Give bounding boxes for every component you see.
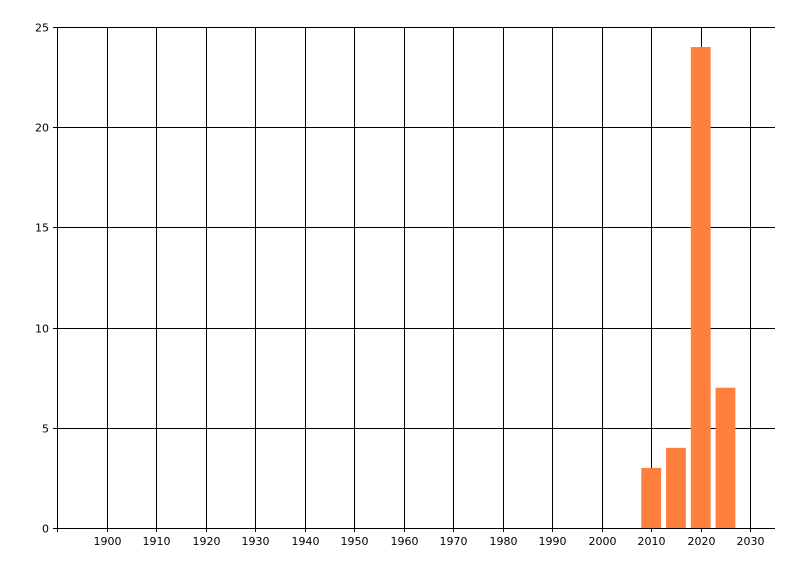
y-tick-label: 0 bbox=[42, 523, 49, 536]
x-tick-label: 1980 bbox=[490, 535, 518, 548]
x-tick-label: 2020 bbox=[688, 535, 716, 548]
x-tick-label: 2010 bbox=[638, 535, 666, 548]
x-tick-label: 1910 bbox=[143, 535, 171, 548]
x-tick-label: 1940 bbox=[292, 535, 320, 548]
x-tick-label: 1930 bbox=[242, 535, 270, 548]
axes: 0 5 10 15 20 25 1900 1910 1920 1930 1940 1950 1960 19… bbox=[35, 22, 765, 549]
grid bbox=[53, 27, 775, 532]
y-tick-label: 5 bbox=[42, 423, 49, 436]
bar-2020 bbox=[690, 47, 711, 528]
y-tick-label: 10 bbox=[35, 323, 49, 336]
bar-2025 bbox=[715, 387, 736, 528]
x-tick-label: 1970 bbox=[440, 535, 468, 548]
y-tick-label: 25 bbox=[35, 22, 49, 35]
y-tick-label: 20 bbox=[35, 122, 49, 135]
y-tick-label: 15 bbox=[35, 222, 49, 235]
bars bbox=[641, 47, 736, 528]
x-tick-label: 1990 bbox=[539, 535, 567, 548]
bar-2015 bbox=[666, 447, 686, 528]
x-tick-label: 1950 bbox=[341, 535, 369, 548]
x-tick-label: 1920 bbox=[193, 535, 221, 548]
x-tick-label: 1900 bbox=[94, 535, 122, 548]
x-tick-label: 1960 bbox=[391, 535, 419, 548]
bar-2010 bbox=[641, 467, 662, 528]
x-tick-label: 2000 bbox=[589, 535, 617, 548]
x-tick-label: 2030 bbox=[737, 535, 765, 548]
